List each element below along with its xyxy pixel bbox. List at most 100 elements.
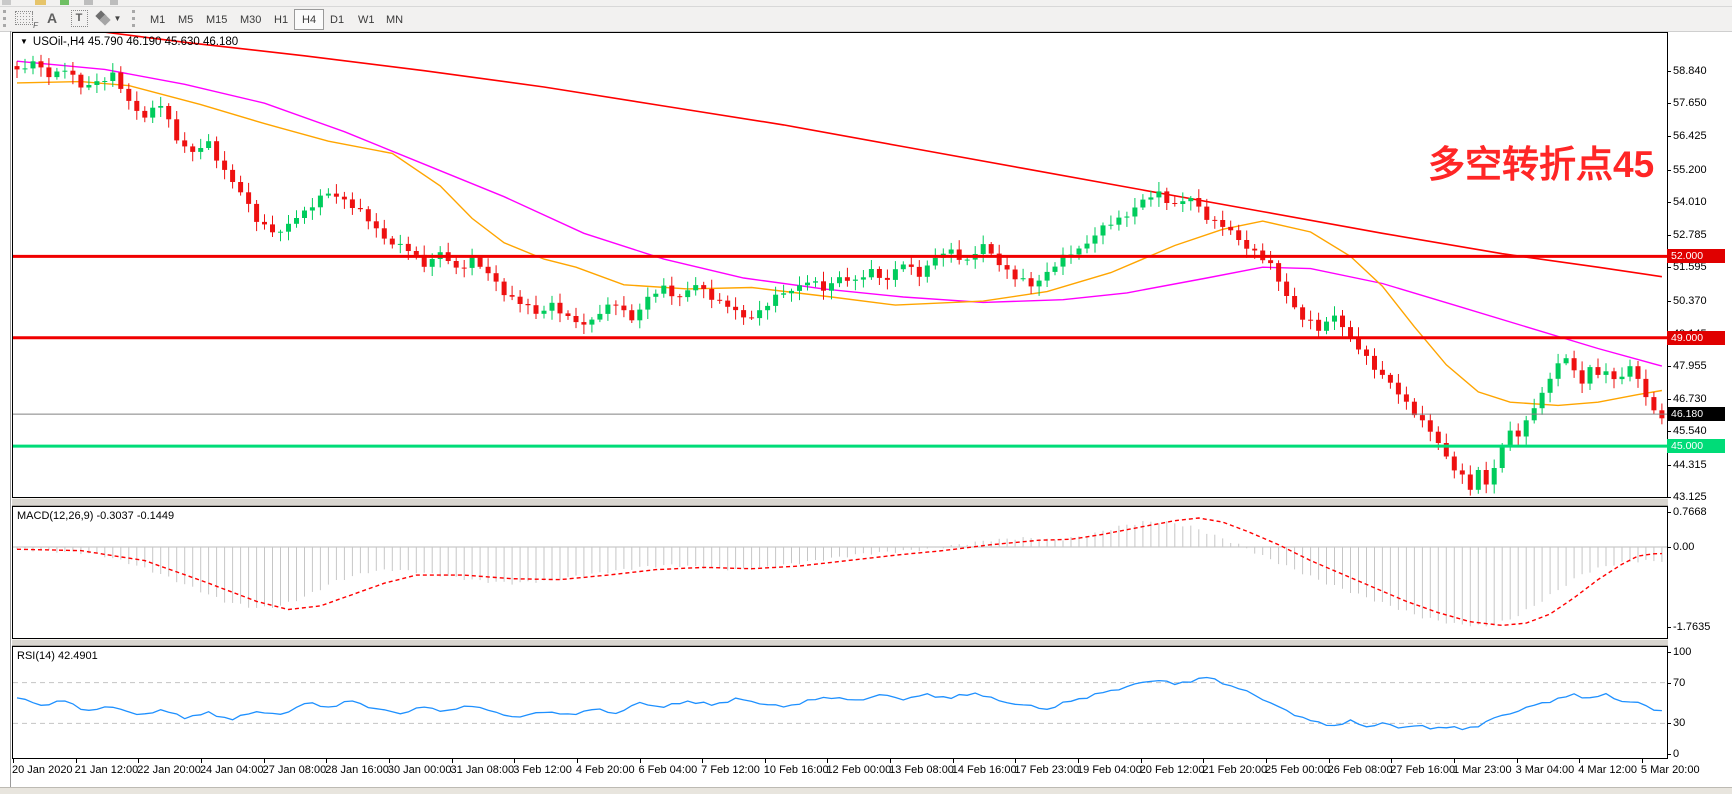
text-label-icon[interactable]: A [46,10,58,26]
medium-ma-line[interactable] [16,60,1663,367]
rsi-indicator-canvas[interactable] [13,648,1667,758]
candlestick-series [14,54,1665,496]
time-axis-tick [138,759,140,763]
axis-tick [1667,652,1671,653]
clipped-toolbar-icon [2,0,11,5]
macd-signal-line [16,517,1662,627]
clipped-toolbar-icon [35,0,46,5]
clipped-toolbar-icon [60,0,69,5]
grid-icon[interactable]: F [12,8,38,30]
price-tick-label: 44.315 [1673,458,1707,471]
time-axis-label: 21 Feb 20:00 [1202,764,1268,776]
symbol-dropdown-icon[interactable]: ▼ [20,37,28,46]
toolbar-drag-handle[interactable] [3,10,10,27]
timeframe-button-d1[interactable]: D1 [330,13,345,26]
macd-histogram-series [16,521,1663,627]
chart-toolbar: F A T ▼ M1 M5 M15 M30 H1 H4 D1 W1 MN [0,7,1732,32]
timeframe-button-mn[interactable]: MN [386,13,404,26]
clipped-toolbar-icon [84,0,93,5]
rsi-tick-label: 30 [1673,717,1686,730]
clipped-toolbar-row [0,0,1732,7]
time-axis-tick [1453,759,1455,763]
rsi-tick-label: 100 [1673,646,1692,658]
timeframe-button-w1[interactable]: W1 [358,13,375,26]
timeframe-button-h1[interactable]: H1 [274,13,289,26]
price-level-badge-52.000: 52.000 [1667,249,1725,264]
rsi-tick-label: 70 [1673,676,1686,689]
price-panel [12,32,1668,498]
horizontal-scrollbar[interactable] [0,787,1732,794]
time-axis-label: 22 Jan 20:00 [137,764,201,776]
price-tick-label: 55.200 [1673,163,1707,176]
price-level-badge-45.000: 45.000 [1667,439,1725,454]
axis-tick [1667,682,1671,684]
time-axis-tick [1579,759,1581,763]
slow-ma-line[interactable] [89,33,1663,278]
axis-tick [1667,169,1671,171]
price-tick-label: 43.125 [1673,490,1707,503]
price-level-badge-49.000: 49.000 [1667,330,1725,345]
time-axis-label: 20 Feb 12:00 [1139,764,1205,776]
time-axis-label: 1 Mar 23:00 [1452,764,1512,776]
rsi-tick-label: 0 [1673,748,1680,760]
time-axis-tick [514,759,516,763]
price-tick-label: 56.425 [1673,130,1707,143]
timeframe-button-h4[interactable]: H4 [294,9,325,30]
time-axis-label: 25 Feb 00:00 [1265,764,1330,776]
axis-tick [1667,71,1671,72]
time-axis-tick [75,759,77,763]
toolbar-drag-handle[interactable] [132,10,139,27]
macd-tick-label: 0.7668 [1673,506,1707,519]
panel-splitter[interactable] [12,498,1668,506]
time-axis-tick [764,759,766,763]
time-axis-tick [702,759,704,763]
time-axis-label: 6 Feb 04:00 [638,764,698,776]
time-axis-tick [1516,759,1518,763]
time-axis-tick [1266,759,1267,763]
text-box-icon[interactable]: T [68,8,90,28]
shapes-icon[interactable]: ▼ [94,8,124,28]
timeframe-button-m1[interactable]: M1 [150,13,166,26]
price-tick-label: 45.540 [1673,425,1707,438]
axis-tick [1667,399,1671,401]
time-axis-label: 14 Feb 16:00 [951,764,1017,776]
time-axis-tick [451,759,453,763]
axis-tick [1667,235,1671,237]
time-axis-label: 7 Feb 12:00 [701,764,760,776]
fast-ma-line[interactable] [16,80,1663,407]
axis-tick [1667,300,1671,302]
time-axis-label: 3 Feb 12:00 [513,764,572,776]
macd-indicator-canvas[interactable] [13,507,1667,638]
time-axis-label: 20 Jan 2020 [12,764,73,776]
time-axis-label: 27 Jan 08:00 [262,764,327,776]
price-tick-label: 51.595 [1673,261,1707,274]
time-axis-label: 12 Feb 00:00 [826,764,892,776]
time-axis-tick [1328,759,1330,763]
timeframe-button-m15[interactable]: M15 [206,13,228,26]
axis-tick [1667,431,1671,433]
time-axis-label: 26 Feb 08:00 [1327,764,1393,776]
axis-tick [1667,512,1671,514]
price-level-badge-46.180: 46.180 [1667,407,1725,422]
panel-splitter[interactable] [12,639,1668,646]
time-axis-tick [639,759,641,763]
time-axis-label: 13 Feb 08:00 [889,764,954,776]
rsi-panel [12,646,1668,759]
time-axis-label: 5 Mar 20:00 [1640,764,1700,776]
timeframe-button-m5[interactable]: M5 [178,13,194,26]
axis-tick [1667,723,1671,725]
macd-tick-label: -1.7635 [1673,620,1711,633]
axis-tick [1667,201,1671,203]
time-axis-label: 24 Jan 04:00 [199,764,264,776]
timeframe-button-m30[interactable]: M30 [240,13,262,26]
time-axis-tick [388,759,390,763]
price-tick-label: 46.730 [1673,393,1707,406]
price-tick-label: 50.370 [1673,294,1707,307]
dropdown-arrow-icon[interactable]: ▼ [113,13,122,23]
time-axis-label: 21 Jan 12:00 [74,764,139,776]
axis-tick [1667,267,1671,269]
price-chart-canvas[interactable] [13,33,1667,497]
time-axis-label: 3 Mar 04:00 [1515,764,1575,776]
clipped-toolbar-icon [110,0,118,5]
